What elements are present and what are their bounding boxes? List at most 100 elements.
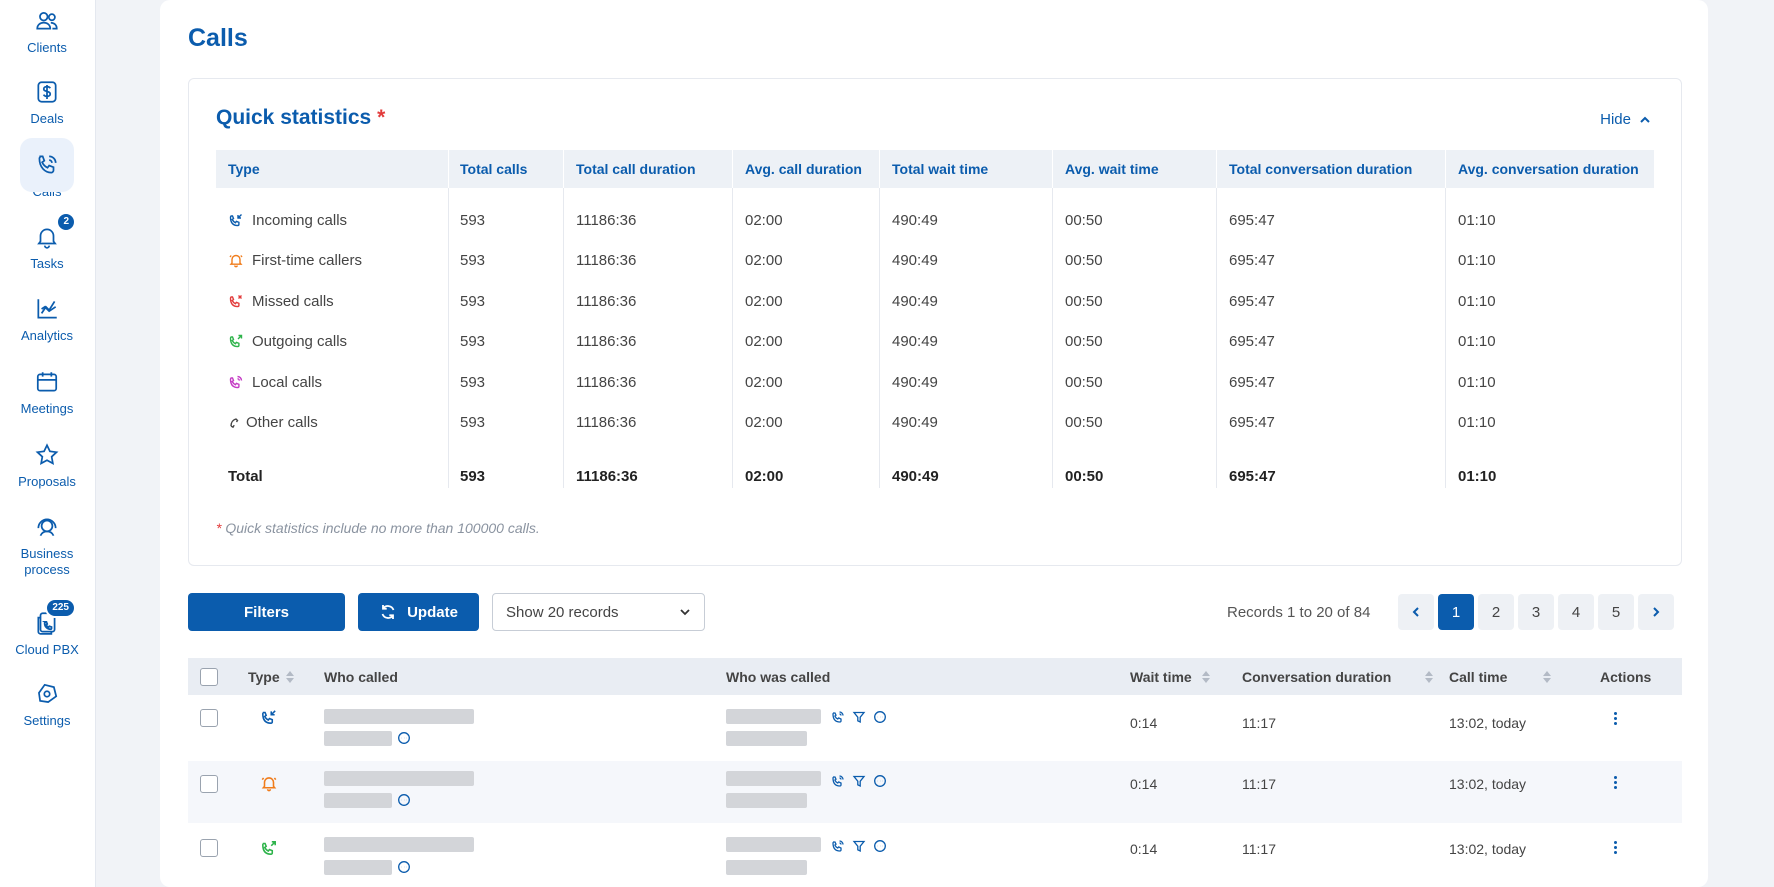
row-checkbox[interactable] (200, 775, 218, 793)
conversation-duration-cell: 11:17 (1242, 841, 1276, 857)
filters-label: Filters (243, 603, 289, 621)
stats-value: 695:47 (1229, 211, 1275, 229)
bell-call-icon (261, 777, 277, 792)
stats-row-incoming: Incoming calls 593 11186:36 02:00 490:49… (216, 200, 1654, 240)
redacted-caller-number (324, 860, 392, 875)
stats-value: 02:00 (745, 332, 783, 350)
sidebar: Clients Deals Calls 2 Tasks Analytics Me… (0, 0, 96, 887)
column-divider (1052, 188, 1053, 488)
header-wait-time[interactable]: Wait time (1130, 658, 1210, 695)
nav-icon-box (20, 428, 74, 482)
sidebar-item-label: Business process (20, 546, 74, 577)
sidebar-item-business-process[interactable]: Business process (8, 500, 86, 578)
hide-button[interactable]: Hide (1600, 111, 1651, 128)
sidebar-item-label: Deals (30, 111, 64, 126)
stats-type-cell: First-time callers (228, 240, 362, 280)
page-button-2[interactable]: 2 (1478, 594, 1514, 630)
chat-icon[interactable] (397, 860, 411, 874)
header-wait-time-label: Wait time (1130, 668, 1192, 685)
chat-icon[interactable] (397, 731, 411, 745)
refresh-icon (381, 605, 395, 619)
row-checkbox-cell (200, 695, 218, 757)
outgoing-call-icon (262, 841, 276, 855)
records-per-page-select[interactable]: Show 20 records (492, 593, 705, 631)
stats-value: 02:00 (745, 211, 783, 229)
more-actions-icon[interactable] (1614, 776, 1618, 791)
other-call-icon (230, 418, 239, 429)
column-divider (1216, 188, 1217, 488)
cloud-pbx-badge: 225 (45, 598, 76, 618)
stats-header-avg-call-duration: Avg. call duration (732, 150, 862, 188)
call-icon[interactable] (831, 839, 845, 853)
sidebar-item-meetings[interactable]: Meetings (8, 355, 86, 417)
row-type-cell (260, 825, 278, 887)
call-icon[interactable] (831, 710, 845, 724)
chat-icon[interactable] (397, 793, 411, 807)
row-checkbox[interactable] (200, 709, 218, 727)
sidebar-item-clients[interactable]: Clients (8, 0, 86, 56)
stats-header-total-conversation-duration: Total conversation duration (1216, 150, 1412, 188)
header-call-time-label: Call time (1449, 668, 1508, 685)
more-actions-icon[interactable] (1614, 841, 1618, 856)
stats-row-other: Other calls 593 11186:36 02:00 490:49 00… (216, 402, 1654, 442)
sidebar-item-cloud-pbx[interactable]: 225 Cloud PBX (8, 596, 86, 658)
filters-button[interactable]: Filters (188, 593, 345, 631)
filter-icon[interactable] (852, 774, 866, 788)
row-checkbox[interactable] (200, 839, 218, 857)
stats-type-cell: Other calls (228, 402, 318, 442)
redacted-caller-number (324, 731, 392, 746)
chat-icon[interactable] (873, 774, 887, 788)
sidebar-item-analytics[interactable]: Analytics (8, 282, 86, 344)
chat-icon[interactable] (873, 839, 887, 853)
page-button-5[interactable]: 5 (1598, 594, 1634, 630)
sort-icon (1201, 670, 1210, 683)
sidebar-item-proposals[interactable]: Proposals (8, 428, 86, 490)
chat-icon[interactable] (873, 710, 887, 724)
chevron-right-icon (1653, 607, 1660, 617)
sidebar-item-deals[interactable]: Deals (8, 65, 86, 127)
page-button-4[interactable]: 4 (1558, 594, 1594, 630)
calendar-icon (36, 372, 58, 392)
stats-type-cell: Missed calls (228, 281, 334, 321)
more-actions-icon[interactable] (1614, 712, 1618, 727)
incoming-call-icon (229, 214, 242, 227)
prev-page-button[interactable] (1398, 594, 1434, 630)
sidebar-item-settings[interactable]: Settings (8, 667, 86, 729)
next-page-button[interactable] (1638, 594, 1674, 630)
sidebar-item-calls[interactable]: Calls (8, 138, 86, 200)
stats-header-total-calls: Total calls (448, 150, 527, 188)
nav-icon-box (20, 355, 74, 409)
stats-value: 695:47 (1229, 292, 1275, 310)
sidebar-item-tasks[interactable]: 2 Tasks (8, 210, 86, 272)
stats-value: 11186:36 (576, 292, 637, 310)
stats-value: 00:50 (1065, 373, 1103, 391)
filter-icon[interactable] (852, 839, 866, 853)
stats-type-label: First-time callers (252, 251, 363, 269)
chevron-up-icon (1640, 116, 1650, 123)
redacted-callee-name (726, 771, 821, 786)
quick-statistics-title: Quick statistics * (216, 106, 385, 130)
required-star: * (377, 106, 386, 129)
stats-header-type: Type (228, 161, 260, 177)
stats-footnote: * Quick statistics include no more than … (216, 520, 540, 536)
stats-value: 490:49 (892, 332, 938, 350)
stats-value: 490:49 (892, 292, 938, 310)
update-button[interactable]: Update (358, 593, 479, 631)
call-icon[interactable] (831, 774, 845, 788)
stats-value: 593 (460, 211, 486, 229)
page-button-3[interactable]: 3 (1518, 594, 1554, 630)
select-all-checkbox[interactable] (200, 667, 218, 686)
stats-row-outgoing: Outgoing calls 593 11186:36 02:00 490:49… (216, 321, 1654, 361)
page-button-1[interactable]: 1 (1438, 594, 1474, 630)
nav-icon-box (20, 667, 74, 721)
header-conversation-duration[interactable]: Conversation duration (1242, 658, 1434, 695)
stats-type-cell: Incoming calls (228, 200, 347, 240)
sidebar-item-label: Cloud PBX (15, 642, 79, 657)
stats-value: 490:49 (892, 211, 938, 229)
bell-call-icon (229, 254, 243, 268)
header-type-label: Type (248, 668, 280, 685)
header-type[interactable]: Type (248, 658, 294, 695)
header-call-time[interactable]: Call time (1449, 658, 1552, 695)
footnote-star: * (216, 520, 222, 536)
filter-icon[interactable] (852, 710, 866, 724)
